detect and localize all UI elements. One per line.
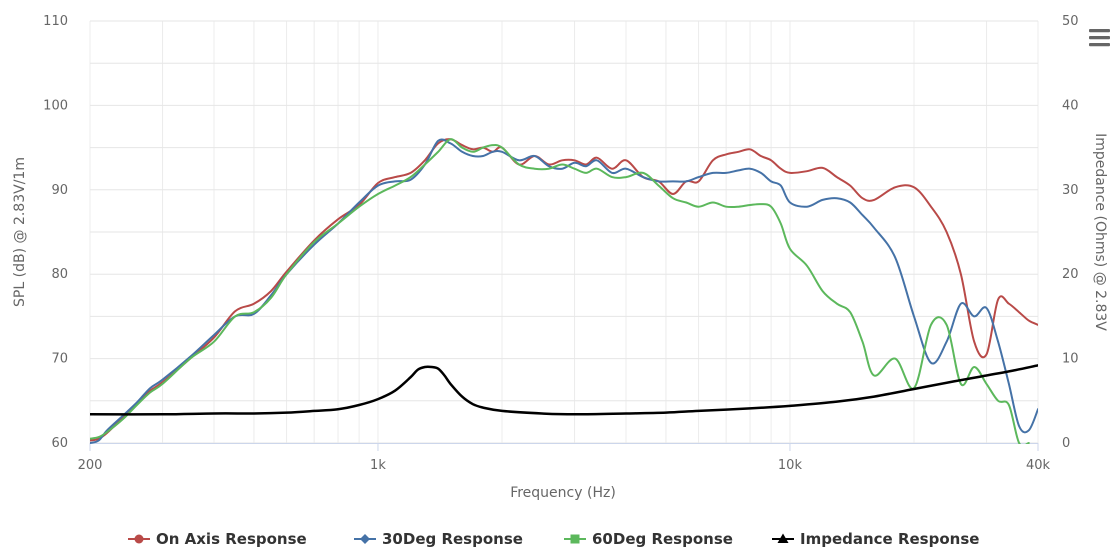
legend-item[interactable]: 30Deg Response [354, 530, 523, 548]
y2-axis-ticks: 0 10 20 30 40 50 [1062, 14, 1079, 451]
y2-tick-label: 50 [1062, 14, 1079, 29]
x-tick-label: 10k [778, 458, 803, 473]
x-tick-label: 40k [1026, 458, 1051, 473]
series-line-60deg-response[interactable] [90, 138, 1030, 446]
legend-item[interactable]: Impedance Response [772, 530, 979, 548]
y-tick-label: 110 [43, 14, 68, 29]
y-tick-label: 70 [51, 352, 68, 367]
legend-label: 30Deg Response [382, 530, 523, 548]
legend: On Axis Response 30Deg Response 60Deg Resp… [128, 530, 979, 548]
y-tick-label: 100 [43, 98, 68, 113]
series [90, 138, 1038, 446]
y2-tick-label: 40 [1062, 98, 1079, 113]
x-tick-label: 200 [78, 458, 103, 473]
y2-axis-title: Impedance (Ohms) @ 2.83V [1092, 133, 1108, 331]
series-line-on-axis-response[interactable] [90, 138, 1038, 442]
x-tick-label: 1k [370, 458, 386, 473]
legend-label: 60Deg Response [592, 530, 733, 548]
x-axis-ticks: 200 1k 10k 40k [78, 443, 1051, 473]
y2-tick-label: 10 [1062, 352, 1079, 367]
legend-square-marker [570, 534, 580, 544]
legend-triangle-marker [777, 533, 789, 543]
y-axis-ticks: 60 70 80 90 100 110 [43, 14, 68, 451]
legend-label: Impedance Response [800, 530, 979, 548]
hamburger-menu-icon[interactable] [1089, 29, 1111, 47]
y2-tick-label: 30 [1062, 183, 1079, 198]
grid [89, 20, 1039, 444]
y-tick-label: 80 [51, 267, 68, 282]
legend-label: On Axis Response [156, 530, 307, 548]
y-axis-title: SPL (dB) @ 2.83V/1m [12, 157, 28, 307]
y2-tick-label: 0 [1062, 436, 1070, 451]
x-axis-title: Frequency (Hz) [510, 485, 616, 501]
legend-item[interactable]: 60Deg Response [564, 530, 733, 548]
series-line-impedance-response[interactable] [90, 364, 1038, 416]
y2-tick-label: 20 [1062, 267, 1079, 282]
y-tick-label: 60 [51, 436, 68, 451]
y-tick-label: 90 [51, 183, 68, 198]
legend-item[interactable]: On Axis Response [128, 530, 307, 548]
legend-circle-marker [134, 534, 144, 544]
legend-diamond-marker [360, 534, 370, 544]
series-line-30deg-response[interactable] [90, 138, 1038, 444]
